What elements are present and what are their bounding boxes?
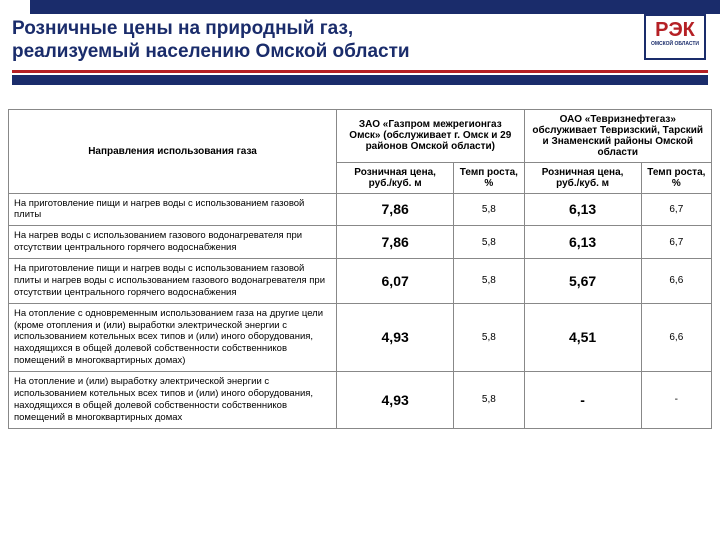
cell-p2: 6,13 bbox=[524, 226, 641, 259]
cell-r1: 5,8 bbox=[454, 259, 524, 304]
brand-logo: РЭК ОМСКОЙ ОБЛАСТИ bbox=[644, 14, 706, 60]
col-provider2: ОАО «Тевризнефтегаз» обслуживает Тевризс… bbox=[524, 109, 711, 162]
table-row: На отопление с одновременным использован… bbox=[9, 303, 712, 371]
page-title: Розничные цены на природный газ, реализу… bbox=[12, 8, 708, 64]
col-directions: Направления использования газа bbox=[9, 109, 337, 193]
cell-r2: 6,7 bbox=[641, 193, 711, 226]
cell-r1: 5,8 bbox=[454, 372, 524, 429]
header-divider bbox=[12, 70, 708, 85]
col-provider1: ЗАО «Газпром межрегионгаз Омск» (обслужи… bbox=[337, 109, 524, 162]
title-line2: реализуемый населению Омской области bbox=[12, 41, 410, 62]
table-row: На приготовление пищи и нагрев воды с ис… bbox=[9, 193, 712, 226]
cell-r2: - bbox=[641, 372, 711, 429]
title-line1: Розничные цены на природный газ, bbox=[12, 18, 353, 39]
table-row: На нагрев воды с использованием газового… bbox=[9, 226, 712, 259]
col-rate2: Темп роста, % bbox=[641, 162, 711, 193]
cell-p1: 7,86 bbox=[337, 193, 454, 226]
logo-main: РЭК bbox=[655, 19, 695, 41]
table-row: На отопление и (или) выработку электриче… bbox=[9, 372, 712, 429]
table-header-row-1: Направления использования газа ЗАО «Газп… bbox=[9, 109, 712, 162]
divider-blue bbox=[12, 75, 708, 85]
cell-p2: 6,13 bbox=[524, 193, 641, 226]
cell-p2: 5,67 bbox=[524, 259, 641, 304]
logo-sub: ОМСКОЙ ОБЛАСТИ bbox=[646, 42, 704, 47]
row-label: На отопление и (или) выработку электриче… bbox=[9, 372, 337, 429]
col-price2: Розничная цена, руб./куб. м bbox=[524, 162, 641, 193]
cell-r1: 5,8 bbox=[454, 193, 524, 226]
price-table: Направления использования газа ЗАО «Газп… bbox=[8, 109, 712, 429]
row-label: На приготовление пищи и нагрев воды с ис… bbox=[9, 193, 337, 226]
row-label: На приготовление пищи и нагрев воды с ис… bbox=[9, 259, 337, 304]
slide-header: Розничные цены на природный газ, реализу… bbox=[0, 0, 720, 89]
cell-r1: 5,8 bbox=[454, 226, 524, 259]
table-row: На приготовление пищи и нагрев воды с ис… bbox=[9, 259, 712, 304]
col-rate1: Темп роста, % bbox=[454, 162, 524, 193]
cell-r1: 5,8 bbox=[454, 303, 524, 371]
row-label: На нагрев воды с использованием газового… bbox=[9, 226, 337, 259]
cell-r2: 6,6 bbox=[641, 303, 711, 371]
table-body: На приготовление пищи и нагрев воды с ис… bbox=[9, 193, 712, 428]
cell-p2: 4,51 bbox=[524, 303, 641, 371]
cell-p1: 6,07 bbox=[337, 259, 454, 304]
content-area: Направления использования газа ЗАО «Газп… bbox=[0, 89, 720, 437]
cell-p2: - bbox=[524, 372, 641, 429]
cell-p1: 4,93 bbox=[337, 372, 454, 429]
cell-r2: 6,7 bbox=[641, 226, 711, 259]
cell-p1: 4,93 bbox=[337, 303, 454, 371]
cell-r2: 6,6 bbox=[641, 259, 711, 304]
row-label: На отопление с одновременным использован… bbox=[9, 303, 337, 371]
divider-red bbox=[12, 70, 708, 73]
cell-p1: 7,86 bbox=[337, 226, 454, 259]
col-price1: Розничная цена, руб./куб. м bbox=[337, 162, 454, 193]
